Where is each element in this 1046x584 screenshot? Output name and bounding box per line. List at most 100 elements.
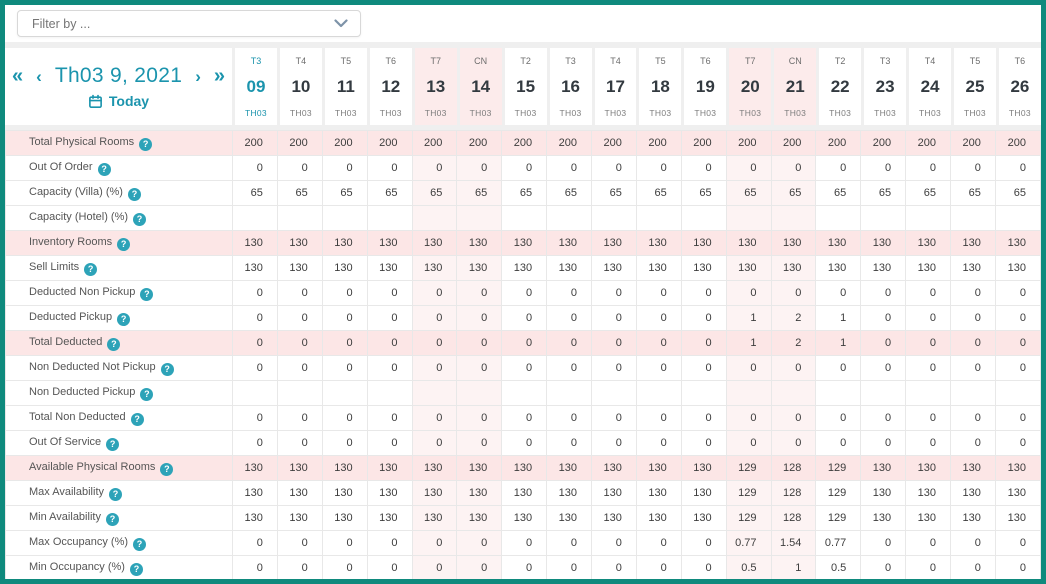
day-header-23[interactable]: T3 23 TH03	[864, 48, 907, 125]
prev-day-button[interactable]: ‹	[36, 66, 42, 86]
data-cell: 200	[411, 130, 458, 156]
help-icon[interactable]: ?	[97, 162, 111, 176]
row-label-text: Min Availability	[29, 510, 101, 523]
data-cell: 0	[950, 405, 996, 431]
data-cell: 0	[680, 155, 727, 181]
help-icon[interactable]: ?	[105, 512, 119, 526]
data-cell: 200	[456, 130, 503, 156]
help-icon[interactable]: ?	[129, 562, 143, 576]
data-cell: 130	[366, 255, 413, 281]
row-label: Deducted Pickup?	[5, 305, 233, 331]
help-icon[interactable]: ?	[140, 387, 154, 401]
day-header-14[interactable]: CN 14 TH03	[459, 48, 502, 125]
data-cell: 0	[860, 330, 907, 356]
help-icon[interactable]: ?	[117, 237, 131, 251]
data-cell: 0	[725, 355, 772, 381]
day-header-19[interactable]: T6 19 TH03	[684, 48, 727, 125]
help-icon[interactable]: ?	[139, 137, 153, 151]
data-cell: 0	[950, 330, 996, 356]
row-label-text: Total Non Deducted	[29, 410, 126, 423]
data-cell: 65	[232, 180, 278, 206]
help-icon[interactable]: ?	[109, 487, 122, 501]
data-cell: 0	[321, 530, 368, 556]
data-cell: 130	[680, 455, 727, 481]
help-icon[interactable]: ?	[107, 337, 121, 351]
data-cell: 130	[680, 505, 727, 531]
data-cell: 0	[905, 330, 951, 356]
data-cell: 0	[232, 155, 278, 181]
data-cell: 0	[321, 555, 368, 579]
fast-backward-button[interactable]: «	[12, 65, 24, 87]
day-header-25[interactable]: T5 25 TH03	[954, 48, 996, 125]
day-header-10[interactable]: T4 10 TH03	[279, 48, 322, 125]
help-icon[interactable]: ?	[117, 312, 131, 326]
table-row: Inventory Rooms? 130 130 130 130 130 130 130 130…	[5, 230, 1041, 256]
help-icon[interactable]: ?	[106, 437, 120, 451]
date-navigation: « ‹ Th03 9, 2021 › » Today	[5, 48, 232, 125]
help-icon[interactable]: ?	[130, 412, 144, 426]
table-row: Total Non Deducted? 0 0 0 0 0 0 0 0 0 0 0 0 0 0 0 0 0 0	[5, 405, 1041, 431]
data-cell: 130	[635, 505, 682, 531]
data-cell: 200	[591, 130, 637, 156]
data-cell: 65	[276, 180, 323, 206]
day-header-24[interactable]: T4 24 TH03	[909, 48, 951, 125]
day-header-26[interactable]: T6 26 TH03	[998, 48, 1041, 125]
data-cell: 0	[456, 405, 503, 431]
data-cell: 0	[321, 355, 368, 381]
month-label: TH03	[919, 108, 942, 118]
data-cell: 0	[994, 280, 1041, 306]
row-label: Min Occupancy (%)?	[5, 555, 233, 579]
data-cell: 130	[366, 230, 413, 256]
help-icon[interactable]: ?	[84, 262, 98, 276]
data-cell	[860, 205, 907, 231]
day-of-week-label: T6	[1014, 56, 1026, 66]
day-header-16[interactable]: T3 16 TH03	[549, 48, 592, 125]
data-cell: 130	[321, 480, 368, 506]
data-cell: 130	[546, 455, 592, 481]
fast-forward-button[interactable]: »	[213, 65, 225, 87]
data-cell: 0	[680, 430, 727, 456]
day-header-17[interactable]: T4 17 TH03	[594, 48, 637, 125]
row-label-text: Non Deducted Not Pickup	[29, 360, 156, 373]
data-cell: 130	[591, 255, 637, 281]
data-cell	[456, 205, 503, 231]
data-cell: 0	[501, 555, 548, 579]
filter-dropdown[interactable]: Filter by ...	[17, 10, 361, 37]
data-cell: 0	[725, 430, 772, 456]
day-header-20[interactable]: T7 20 TH03	[729, 48, 772, 125]
day-header-15[interactable]: T2 15 TH03	[504, 48, 547, 125]
data-cell: 130	[635, 255, 682, 281]
data-cell: 130	[994, 455, 1041, 481]
data-cell: 0	[276, 405, 323, 431]
day-header-22[interactable]: T2 22 TH03	[819, 48, 862, 125]
data-cell: 130	[411, 255, 458, 281]
day-header-18[interactable]: T5 18 TH03	[639, 48, 682, 125]
day-header-11[interactable]: T5 11 TH03	[324, 48, 367, 125]
data-cell	[680, 380, 727, 406]
today-button[interactable]: Today	[88, 93, 149, 109]
day-number: 22	[830, 77, 850, 96]
data-cell: 0	[456, 430, 503, 456]
next-day-button[interactable]: ›	[195, 66, 201, 86]
data-cell: 129	[815, 505, 862, 531]
day-header-12[interactable]: T6 12 TH03	[369, 48, 412, 125]
data-cell: 130	[276, 455, 323, 481]
data-cell: 0	[276, 330, 323, 356]
data-cell: 0	[411, 555, 458, 579]
data-cell: 130	[321, 455, 368, 481]
day-header-13[interactable]: T7 13 TH03	[414, 48, 457, 125]
help-icon[interactable]: ?	[160, 362, 174, 376]
help-icon[interactable]: ?	[127, 187, 141, 201]
data-cell: 0	[950, 305, 996, 331]
help-icon[interactable]: ?	[160, 462, 174, 476]
day-header-21[interactable]: CN 21 TH03	[774, 48, 817, 125]
data-cell: 1	[725, 305, 772, 331]
help-icon[interactable]: ?	[140, 287, 154, 301]
data-cell: 130	[366, 505, 413, 531]
help-icon[interactable]: ?	[133, 212, 147, 226]
day-header-09[interactable]: T3 09 TH03	[235, 48, 277, 125]
help-icon[interactable]: ?	[133, 537, 147, 551]
day-of-week-label: CN	[788, 56, 802, 66]
data-cell: 130	[994, 255, 1041, 281]
data-cell: 130	[411, 505, 458, 531]
